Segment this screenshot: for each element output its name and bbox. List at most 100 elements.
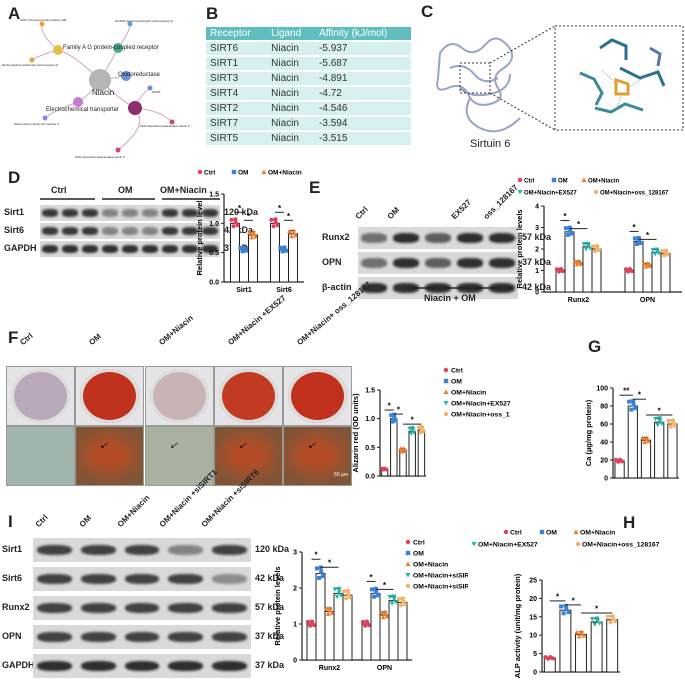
data-point	[642, 439, 647, 445]
chart-h: 0 5 10 15 20 25 ALP activity (unit/mg protein)…	[471, 529, 660, 678]
legend-label: OM+Niacin+EX527	[451, 401, 510, 408]
blot-band	[168, 544, 204, 556]
data-point	[605, 614, 610, 619]
data-point	[581, 633, 587, 638]
blot-band	[37, 544, 73, 556]
data-point	[251, 229, 256, 234]
data-point	[610, 614, 615, 619]
legend-swatch	[517, 190, 523, 195]
network-transporter-label: Electrochemical transporter	[46, 107, 120, 113]
legend-label: OM+Niacin+siSIRT6	[413, 584, 468, 591]
data-point	[364, 619, 369, 624]
stain-deposit	[289, 435, 344, 475]
data-point	[572, 258, 578, 264]
legend-swatch	[261, 169, 267, 174]
data-point	[327, 605, 333, 610]
data-point	[345, 588, 350, 593]
data-point	[617, 457, 622, 462]
table-row: SIRT6 Niacin -5.937	[206, 41, 411, 57]
data-point	[338, 593, 344, 598]
y-tick-label: 3	[293, 550, 297, 557]
significance-mark: *	[388, 402, 392, 411]
panel-label-f: F	[8, 328, 19, 347]
data-point	[585, 241, 591, 246]
blot-row-label: β-actin	[322, 282, 352, 292]
blot-band	[124, 573, 160, 585]
blot-band	[202, 209, 218, 217]
blot-strip	[33, 567, 251, 591]
data-point	[278, 245, 283, 250]
legend-label: Ctrl	[413, 540, 425, 547]
legend-label: Ctrl	[451, 368, 463, 375]
blot-band	[37, 660, 73, 672]
blot-band	[37, 602, 73, 614]
chart-f: 0.0 0.5 1.0 1.5 Alizarin red (OD units) * * * Ct…	[351, 368, 510, 481]
data-point	[593, 249, 598, 254]
panel-label-d: D	[8, 168, 21, 187]
data-point	[240, 249, 245, 254]
table-cell: Niacin	[267, 86, 316, 102]
legend-swatch	[471, 542, 477, 547]
y-tick-label: 60	[600, 422, 608, 429]
data-point	[284, 248, 289, 253]
data-point	[238, 245, 243, 250]
panel-label-h: H	[623, 513, 636, 532]
y-tick-label: 0.0	[209, 280, 219, 287]
data-point	[289, 233, 294, 239]
blot-band	[122, 227, 138, 235]
data-point	[291, 228, 296, 233]
blot-band	[211, 602, 247, 614]
table-cell: Niacin	[267, 131, 316, 147]
data-point	[608, 620, 613, 625]
table-cell: -5.937	[315, 41, 411, 57]
blot-group-label: Ctrl	[33, 512, 50, 529]
table-row: SIRT2 Niacin -4.546	[206, 101, 411, 117]
blot-strip	[358, 227, 518, 249]
data-point	[583, 247, 589, 252]
blot-row-label: OPN	[322, 257, 342, 267]
data-point	[581, 242, 587, 247]
blot-d-group-label: OM	[118, 185, 133, 195]
data-point	[659, 248, 664, 253]
data-point	[373, 586, 378, 591]
blot-band	[425, 233, 451, 243]
y-tick-label: 15	[529, 614, 537, 621]
y-tick-label: 25	[529, 578, 537, 585]
data-point	[269, 217, 274, 222]
legend-swatch	[443, 378, 449, 384]
data-point	[613, 619, 618, 624]
table-cell: SIRT3	[206, 71, 268, 87]
blot-band	[124, 602, 160, 614]
data-point	[567, 225, 572, 230]
blot-band	[393, 258, 419, 268]
blot-band	[102, 209, 118, 217]
legend-swatch	[573, 529, 579, 534]
blot-band	[80, 660, 116, 672]
legend-swatch	[405, 550, 411, 556]
data-point	[670, 418, 675, 423]
arrow-icon: ←	[162, 432, 184, 454]
stain-dish-frame	[214, 366, 283, 426]
stain-micrograph	[6, 426, 75, 486]
blot-band	[124, 544, 160, 556]
blot-band	[457, 258, 483, 268]
bar	[575, 633, 587, 673]
table-header-cell: Ligand	[267, 27, 316, 42]
bar	[248, 234, 258, 283]
blot-kda-label: 42 kDa	[522, 282, 552, 292]
blot-band	[42, 227, 58, 235]
bar	[651, 251, 662, 293]
table-cell: -4.546	[315, 101, 411, 117]
blot-band	[489, 233, 515, 243]
blot-band	[168, 660, 204, 672]
network-oxido-label: Oxidoreductase	[118, 72, 161, 78]
panel-label-e: E	[309, 178, 321, 197]
bar	[388, 600, 399, 661]
data-point	[657, 416, 662, 421]
data-point	[396, 596, 401, 601]
legend-swatch	[575, 541, 581, 547]
legend-label: OM+Niacin	[268, 170, 302, 177]
data-point	[666, 252, 671, 257]
significance-mark: *	[383, 581, 387, 590]
blot-band	[202, 245, 218, 253]
